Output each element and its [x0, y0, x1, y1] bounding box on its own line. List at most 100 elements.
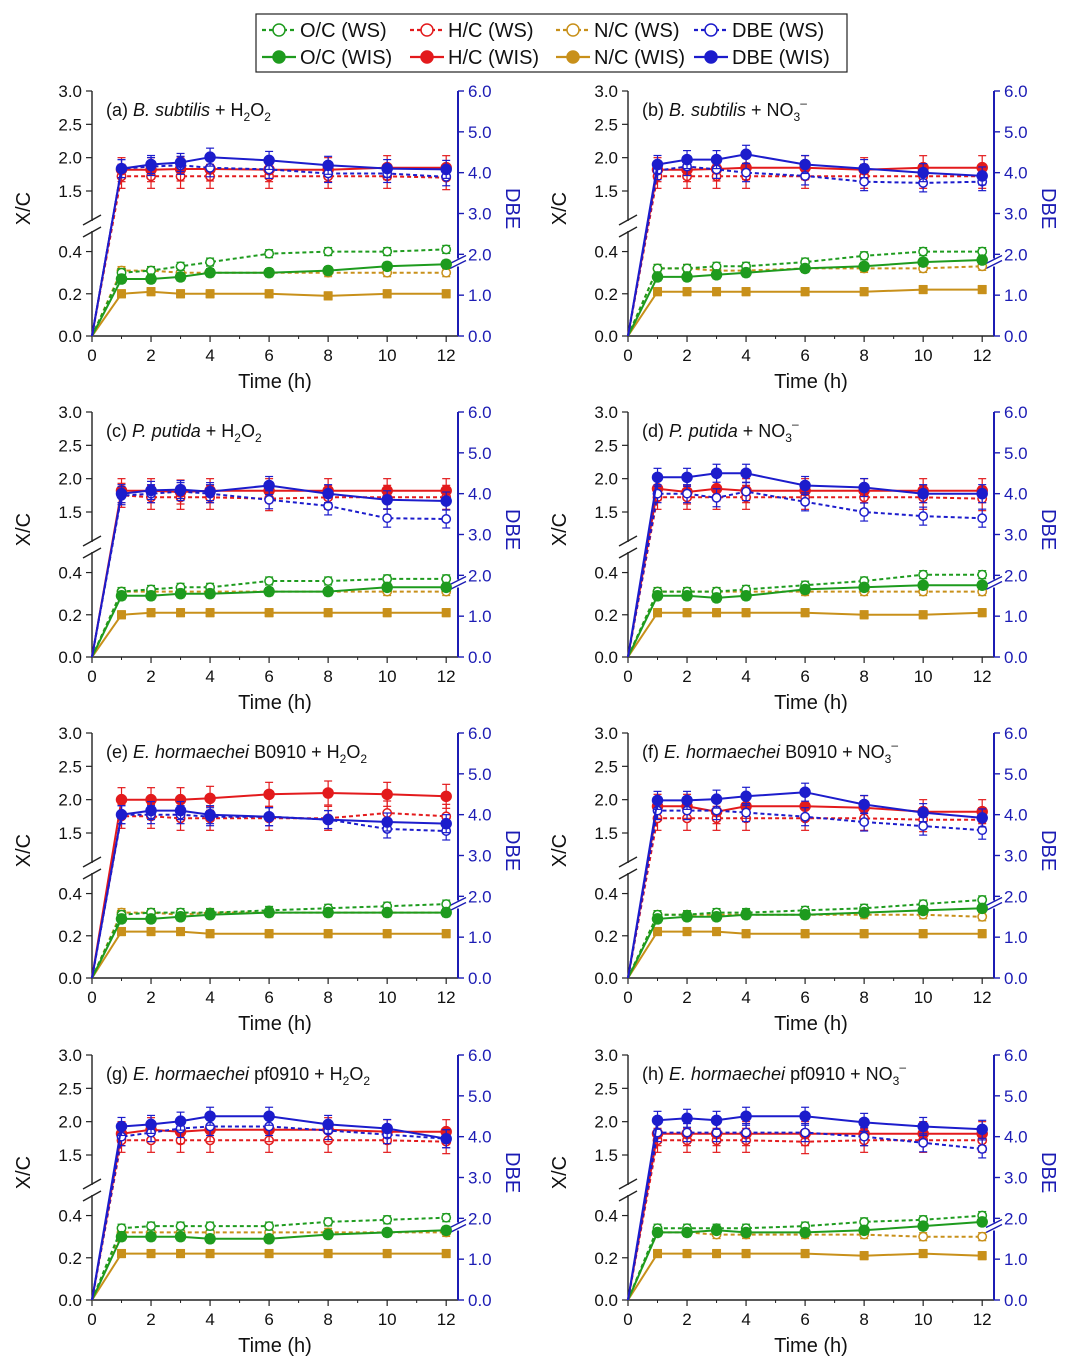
y2-tick-label: 1.0	[468, 286, 492, 305]
data-point	[263, 810, 275, 823]
data-point	[918, 610, 928, 620]
panel-title-species: B. subtilis	[669, 100, 746, 120]
y2-tick-label: 4.0	[1004, 164, 1028, 183]
legend-label: N/C (WS)	[594, 20, 680, 42]
panel-title-strain: pf0910	[785, 1064, 845, 1084]
panel-title: (b) B. subtilis + NO3–	[642, 96, 807, 124]
subscript: 2	[343, 1074, 350, 1088]
data-point	[381, 162, 393, 175]
data-point	[976, 579, 988, 591]
data-point	[175, 1221, 186, 1232]
x-tick-label: 10	[914, 988, 933, 1007]
data-point	[917, 1220, 929, 1232]
data-point	[264, 929, 274, 939]
y-tick-label: 2.0	[58, 149, 82, 168]
series-dbe-ws	[627, 482, 988, 658]
data-point	[323, 929, 333, 939]
y2-tick-label: 6.0	[468, 82, 492, 101]
data-point	[205, 1221, 216, 1232]
legend-item-hc-ws: H/C (WS)	[410, 20, 534, 42]
y2-tick-label: 6.0	[1004, 82, 1028, 101]
data-point	[859, 250, 870, 261]
panel-title-prefix: (e)	[106, 742, 133, 762]
data-point	[174, 1115, 187, 1127]
data-point	[741, 929, 751, 939]
data-point	[176, 927, 186, 937]
y2-tick-label: 0.0	[1004, 1291, 1028, 1310]
data-point	[381, 906, 393, 919]
data-point	[710, 592, 723, 604]
series-nc-wis	[627, 926, 987, 979]
superscript: –	[800, 96, 807, 110]
data-point	[858, 906, 870, 919]
data-point	[859, 176, 870, 187]
data-point	[651, 1114, 664, 1127]
axis-break-mark	[618, 535, 638, 547]
axis-break-mark	[82, 535, 102, 547]
data-point	[800, 608, 810, 618]
data-point	[146, 608, 156, 618]
data-point	[741, 1127, 752, 1138]
data-point	[174, 911, 187, 923]
x-tick-label: 10	[914, 667, 933, 686]
series-nc-wis	[91, 1248, 451, 1301]
y-tick-label: 2.0	[58, 791, 82, 810]
y-tick-label: 0.2	[594, 285, 618, 304]
series-line	[627, 817, 983, 979]
data-point	[441, 608, 451, 618]
data-point	[174, 156, 187, 169]
y2-tick-label: 4.0	[468, 806, 492, 825]
data-point	[440, 1224, 452, 1237]
data-point	[651, 158, 664, 171]
data-point	[440, 163, 452, 176]
data-point	[441, 929, 451, 939]
data-point	[710, 269, 723, 281]
panel-title-oxidant: NO	[866, 1064, 893, 1084]
y2-tick-label: 5.0	[468, 444, 492, 463]
y-tick-label: 2.5	[58, 1079, 82, 1098]
data-point	[740, 790, 752, 803]
y-axis-label: X/C	[13, 192, 35, 225]
panel-title-species: P. putida	[132, 421, 201, 441]
y-tick-label: 3.0	[594, 403, 618, 422]
axis-break-mark	[449, 1223, 467, 1234]
data-point	[117, 289, 127, 299]
data-point	[440, 906, 452, 919]
subscript: 2	[363, 1074, 370, 1088]
data-point	[174, 587, 187, 600]
panel-title: (f) E. hormaechei B0910 + NO3–	[642, 738, 898, 766]
x-axis-label: Time (h)	[238, 371, 312, 393]
data-point	[117, 927, 127, 937]
subscript: 3	[893, 1074, 900, 1088]
axis-break-mark	[82, 226, 102, 238]
data-point	[682, 488, 692, 499]
legend-item-oc-wis: O/C (WIS)	[262, 47, 392, 69]
panel-title-species: B. subtilis	[133, 100, 210, 120]
y2-tick-label: 0.0	[468, 327, 492, 346]
data-point	[204, 808, 216, 821]
panel-title-species: E. hormaechei	[664, 742, 781, 762]
data-point	[740, 148, 752, 161]
data-point	[918, 285, 928, 295]
data-point	[651, 590, 664, 602]
data-point	[740, 1226, 752, 1239]
axis-break-mark	[985, 901, 1003, 912]
y-tick-label: 0.4	[594, 243, 618, 262]
series-line	[627, 496, 983, 658]
data-point	[204, 266, 216, 279]
data-point	[918, 1231, 929, 1242]
data-point	[977, 1143, 988, 1154]
panel-title-plus: +	[309, 1064, 330, 1084]
data-point	[204, 908, 216, 921]
data-point	[681, 590, 693, 602]
x-tick-label: 6	[264, 667, 273, 686]
panel-title-plus: +	[738, 421, 759, 441]
data-point	[322, 159, 334, 172]
data-point	[263, 154, 275, 167]
data-point	[264, 576, 275, 586]
y-axis-label: X/C	[13, 834, 35, 867]
y2-tick-label: 1.0	[468, 928, 492, 947]
x-tick-label: 2	[146, 346, 155, 365]
panel-title-plus: +	[845, 1064, 866, 1084]
y2-axis-label: DBE	[501, 830, 523, 871]
